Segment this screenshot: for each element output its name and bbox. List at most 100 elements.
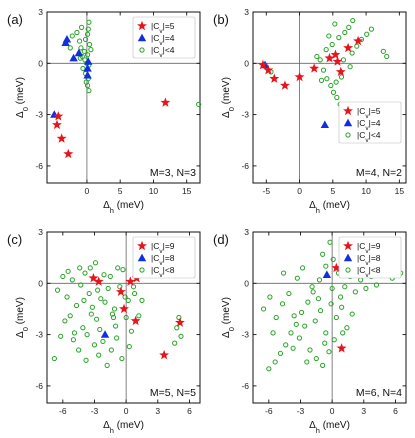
y-tick-label: 0 xyxy=(244,58,249,68)
data-point-circle xyxy=(130,284,137,290)
data-point-circle xyxy=(314,53,320,60)
x-tick-label: 6 xyxy=(187,406,192,416)
x-tick-label: 15 xyxy=(395,186,405,196)
x-tick-label: -6 xyxy=(59,406,67,416)
data-point-circle xyxy=(324,76,330,82)
data-point-star xyxy=(343,42,354,53)
y-axis-label: Δ0 (meV) xyxy=(15,297,30,338)
x-tick-label: -5 xyxy=(263,186,271,196)
data-point-star xyxy=(93,276,104,286)
data-point-circle xyxy=(110,314,117,321)
x-tick-label: 0 xyxy=(85,186,90,196)
data-point-circle xyxy=(172,340,178,346)
data-point-circle xyxy=(286,290,292,297)
legend-box xyxy=(132,16,196,59)
data-point-star xyxy=(331,262,342,273)
data-point-circle xyxy=(95,287,101,293)
data-point-circle xyxy=(54,287,61,293)
data-point-circle xyxy=(267,294,273,300)
data-point-circle xyxy=(344,325,350,331)
data-point-circle xyxy=(270,330,276,336)
data-point-star xyxy=(88,272,99,283)
data-point-circle xyxy=(363,285,369,292)
data-point-circle xyxy=(70,337,76,343)
data-point-circle xyxy=(299,265,306,271)
data-point-circle xyxy=(69,33,75,39)
data-point-circle xyxy=(315,296,322,302)
y-tick-label: -3 xyxy=(241,330,249,340)
data-point-circle xyxy=(79,53,85,60)
data-point-triangle xyxy=(322,270,332,278)
data-point-circle xyxy=(277,350,284,357)
parameter-note: M=3, N=3 xyxy=(150,167,196,179)
data-point-circle xyxy=(101,272,107,278)
data-point-circle xyxy=(327,239,333,245)
data-point-circle xyxy=(322,340,328,346)
data-point-star xyxy=(335,66,346,77)
data-point-circle xyxy=(92,260,99,266)
data-point-star xyxy=(159,349,170,360)
data-point-circle xyxy=(174,325,180,331)
data-point-circle xyxy=(296,335,303,341)
data-point-circle xyxy=(115,265,121,271)
data-point-circle xyxy=(104,362,110,368)
data-point-circle xyxy=(108,347,114,353)
data-point-circle xyxy=(128,328,135,334)
data-point-circle xyxy=(317,308,324,314)
y-axis-label: Δ0 (meV) xyxy=(15,77,30,118)
data-point-circle xyxy=(260,306,267,312)
data-point-circle xyxy=(320,67,327,73)
x-axis-label: Δh (meV) xyxy=(103,420,144,435)
data-point-triangle xyxy=(62,34,72,43)
panel-b: -5 0 5 10 15 -6 -3 0 3 Δh (meV) Δ0 (meV) (b) M=4, N=… xyxy=(213,7,407,215)
data-point-circle xyxy=(338,74,345,80)
data-point-circle xyxy=(305,299,311,305)
data-point-circle xyxy=(342,29,348,36)
parameter-note: M=4, N=2 xyxy=(356,167,402,179)
panel-label: (b) xyxy=(213,12,229,27)
panel-d: -6 -3 0 3 6 -6 -3 0 3 Δh (meV) Δ0 (meV) (d) M=6, N=4… xyxy=(213,227,407,435)
data-point-star xyxy=(332,56,343,66)
x-axis-label: Δh (meV) xyxy=(309,420,350,435)
x-axis-label: Δh (meV) xyxy=(309,200,350,215)
data-point-circle xyxy=(85,26,91,32)
data-point-star xyxy=(269,73,280,83)
data-point-circle xyxy=(323,47,329,53)
data-point-circle xyxy=(67,313,73,319)
data-point-circle xyxy=(329,41,335,48)
data-point-circle xyxy=(102,299,108,305)
data-point-circle xyxy=(283,342,289,348)
data-point-circle xyxy=(71,330,78,336)
legend-marker-star xyxy=(137,20,147,31)
legend-entry-label: |Cv|=8 xyxy=(151,253,175,267)
data-point-circle xyxy=(105,285,111,292)
legend-marker-circle xyxy=(139,47,145,53)
x-tick-label: 5 xyxy=(330,186,335,196)
data-point-circle xyxy=(82,270,88,276)
data-point-star xyxy=(330,49,341,59)
data-point-circle xyxy=(330,89,337,95)
data-point-circle xyxy=(364,31,370,37)
data-point-circle xyxy=(81,48,87,54)
legend-marker-circle xyxy=(139,267,145,273)
data-point-triangle xyxy=(69,53,78,62)
data-point-circle xyxy=(328,301,334,307)
data-point-circle xyxy=(293,321,299,327)
data-point-circle xyxy=(87,265,93,271)
legend-box xyxy=(338,236,402,279)
data-point-star xyxy=(263,64,274,75)
data-point-circle xyxy=(73,302,80,309)
data-point-circle xyxy=(349,311,355,317)
data-point-circle xyxy=(81,297,87,303)
data-point-circle xyxy=(77,265,83,271)
legend-entry-label: |Cv|<4 xyxy=(151,45,175,59)
y-tick-label: 0 xyxy=(244,278,249,288)
data-point-star xyxy=(294,71,305,82)
data-point-triangle xyxy=(83,70,92,79)
data-point-circle xyxy=(80,65,86,72)
data-point-circle xyxy=(86,41,93,48)
data-point-circle xyxy=(368,26,375,32)
legend-marker-triangle xyxy=(343,253,353,262)
y-tick-label: 0 xyxy=(38,278,43,288)
data-point-circle xyxy=(126,343,132,350)
